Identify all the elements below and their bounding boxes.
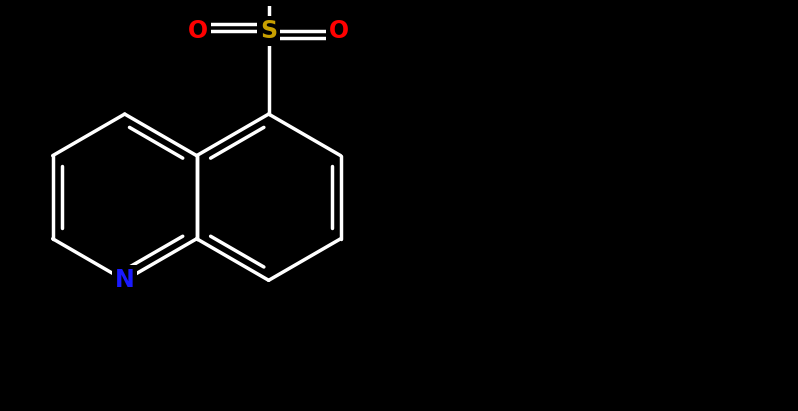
Text: S: S (260, 19, 277, 43)
Text: N: N (115, 268, 135, 292)
Text: O: O (330, 19, 350, 43)
Text: O: O (188, 19, 208, 43)
